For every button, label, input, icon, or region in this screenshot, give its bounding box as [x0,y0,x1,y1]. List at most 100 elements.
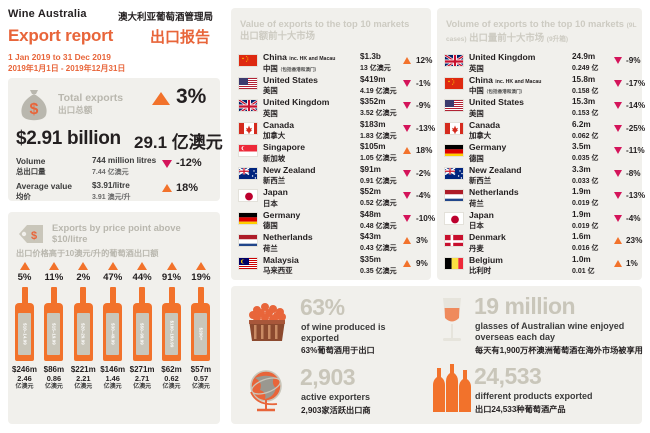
market-value-cn: 13 亿澳元 [360,65,391,72]
left-column: Wine Australia 澳大利亚葡萄酒管理局 Export report … [0,0,228,433]
market-value-cn: 0.033 亿 [572,177,599,185]
value-panel [231,8,431,280]
market-change: -9% [416,101,431,110]
price-band-change: 11% [44,272,64,283]
decrease-triangle-icon [162,160,172,168]
market-row: Canada 加拿大 6.2m 0.062 亿 -25% [444,119,645,143]
market-name-cn: 日本 [263,198,278,208]
volume-change: -12% [176,157,202,169]
price-band-amount-cn: 2.21 亿澳元 [74,374,93,391]
market-change: 18% [416,146,433,155]
increase-triangle-icon [48,262,59,270]
market-change: -10% [416,213,436,223]
market-row: Netherlands 荷兰 $43m 0.43 亿澳元 3% [238,232,428,255]
flag-icon-sg [238,144,258,157]
decrease-triangle-icon [614,57,622,64]
market-row: Germany 德国 3.5m 0.035 亿 -11% [444,142,645,165]
increase-triangle-icon [195,262,206,270]
price-band-range: $15–19.99 [51,323,57,345]
market-row: United Kingdom 英国 24.9m 0.249 亿 -9% [444,52,641,75]
market-name-en: Germany [469,142,507,152]
increase-triangle-icon [152,92,170,105]
decrease-triangle-icon [614,147,622,154]
market-value: $48m [360,209,381,219]
flag-icon-de [238,211,258,225]
market-value: $1.3b [360,52,381,61]
market-name-cn: 新西兰 [469,176,492,185]
flag-icon-be [444,256,464,270]
market-name-cn: 中国（包括香港和澳门） [469,86,526,95]
total-exports-value-cn: 29.1 亿澳元 [134,133,223,152]
market-row: United States 美国 15.3m 0.153 亿 -14% [444,97,645,120]
volume-panel-title-cn: 出口量前十大市场 [469,31,545,43]
stat-text-1: active exporters [301,392,371,402]
flag-icon-us [238,76,258,90]
market-value: 1.6m [572,232,591,241]
price-band-range: $20–29.99 [80,323,86,345]
wine-bottle-icon: $20–29.99 [73,287,93,361]
market-row: China inc. HK and Macau 中国（包括香港和澳门） $1.3b 1… [238,52,432,75]
value-panel-title-cn: 出口额前十大市场 [240,29,316,41]
market-name-en: United States [263,74,318,85]
flag-icon-de [444,144,464,157]
market-row: New Zealand 新西兰 $91m 0.91 亿澳元 -2% [238,165,431,188]
market-name-cn: 英国 [469,63,484,73]
market-value: $352m [360,97,386,106]
price-band-amount-cn: 0.62 亿澳元 [162,374,181,391]
increase-triangle-icon [403,259,411,267]
flag-icon-cn [444,76,464,90]
market-value: 24.9m [572,52,596,61]
stat-text-cn-1: 2,903家活跃出口商 [301,406,371,415]
market-value-cn: 1.05 亿澳元 [360,155,397,162]
average-value-value: $3.91/litre [92,181,130,190]
market-name-cn: 马来西亚 [263,266,293,275]
increase-triangle-icon [107,262,118,270]
total-exports-card [8,78,220,201]
decrease-triangle-icon [614,192,622,199]
market-value: 1.9m [572,187,591,196]
market-value: 6.2m [572,119,591,129]
market-name-en: Canada [469,119,501,130]
stat-text-cn-0: 63%葡萄酒用于出口 [301,346,375,355]
decrease-triangle-icon [614,79,622,87]
market-name-en: Malaysia [263,254,299,265]
stat-number-2: 19 million [474,293,576,319]
price-band-amount: $271m [129,365,155,374]
market-value-cn: 0.249 亿 [572,65,599,72]
increase-triangle-icon [137,262,148,270]
market-row: China inc. HK and Macau 中国（包括香港和澳门） 15.8m 0… [444,75,645,98]
price-band-amount: $86m [43,365,65,374]
market-row: United Kingdom 英国 $352m 3.52 亿澳元 -9% [238,97,431,120]
decrease-triangle-icon [403,169,411,177]
market-name-cn: 中国（包括香港和澳门） [263,63,320,73]
market-value-cn: 0.158 亿 [572,87,599,95]
market-change: -9% [626,56,641,65]
market-value: 15.3m [572,97,596,106]
increase-triangle-icon [403,237,411,244]
page-title: Export report [8,26,114,45]
market-row: Singapore 新加坡 $105m 1.05 亿澳元 18% [238,142,432,165]
market-row: Canada 加拿大 $183m 1.83 亿澳元 -13% [238,120,435,143]
volume-panel-title-unit: (9L cases) [446,22,637,43]
market-value-cn: 0.48 亿澳元 [360,222,397,230]
price-band-change: 2% [76,272,91,283]
market-name-cn: 加拿大 [469,131,492,140]
wine-bottle-icon: $50–99.99 [132,287,152,361]
market-value: 3.5m [572,142,591,151]
price-band-column: 5% $10–14.99 $246m 2.46 亿澳元 [10,262,39,391]
flag-icon-ca [444,121,464,135]
decrease-triangle-icon [403,214,411,222]
increase-triangle-icon [403,57,411,64]
market-name-en: United States [469,97,524,107]
market-change: -13% [416,123,436,133]
brand-name: Wine Australia [8,8,87,20]
price-point-title-cn: 出口价格高于10澳元/升的葡萄酒出口额 [16,249,159,258]
price-band-amount: $146m [100,365,126,374]
market-value-cn: 3.52 亿澳元 [360,110,397,117]
market-change: 23% [626,236,643,245]
market-value: 3.3m [572,164,591,174]
flag-icon-nl [444,189,464,202]
flag-icon-ca [238,121,258,135]
stat-number-1: 2,903 [300,364,356,390]
wine-bottle-icon: $200+ [191,287,211,361]
